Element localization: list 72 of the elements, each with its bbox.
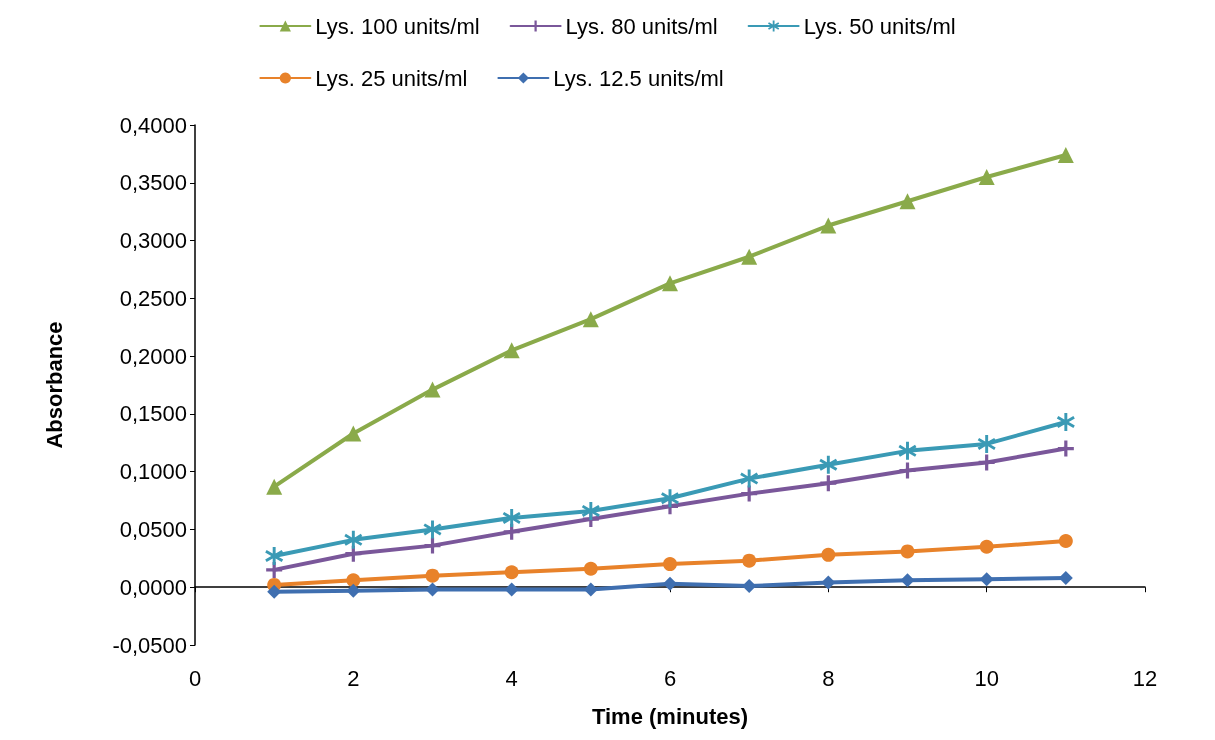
point xyxy=(503,342,520,359)
point xyxy=(742,553,757,568)
point xyxy=(819,455,838,474)
x-tick-label: 4 xyxy=(505,665,518,691)
point xyxy=(663,557,677,572)
point xyxy=(425,568,440,583)
point xyxy=(899,462,916,479)
point xyxy=(1058,534,1073,548)
x-tick-label: 10 xyxy=(974,665,999,691)
y-tick-label: 0,0000 xyxy=(119,574,187,600)
point xyxy=(979,539,994,554)
point xyxy=(661,489,679,508)
y-tick-label: 0,0500 xyxy=(119,516,187,542)
point xyxy=(821,575,836,590)
point xyxy=(900,544,915,559)
point xyxy=(979,572,994,587)
point xyxy=(742,579,757,594)
point xyxy=(425,582,440,597)
point xyxy=(582,311,599,328)
point xyxy=(424,537,441,554)
point xyxy=(978,169,995,185)
point xyxy=(267,584,282,599)
y-tick-label: 0,4000 xyxy=(119,112,187,138)
y-axis-title: Absorbance xyxy=(41,321,67,449)
point xyxy=(978,454,995,471)
point xyxy=(345,425,362,442)
x-tick-label: 8 xyxy=(822,665,835,691)
point xyxy=(581,501,600,520)
point xyxy=(502,508,521,527)
point xyxy=(1058,570,1073,585)
point xyxy=(346,583,361,598)
legend-label: Lys. 80 units/ml xyxy=(565,13,718,39)
point xyxy=(583,561,598,576)
point xyxy=(977,434,996,453)
point xyxy=(1057,147,1074,164)
legend-label: Lys. 50 units/ml xyxy=(803,13,956,39)
legend-label: Lys. 100 units/ml xyxy=(315,13,480,39)
point xyxy=(663,576,677,591)
point xyxy=(820,475,837,492)
y-tick-label: 0,3000 xyxy=(119,228,187,254)
x-tick-label: 12 xyxy=(1132,665,1158,691)
point xyxy=(583,582,598,597)
x-tick-label: 0 xyxy=(188,665,202,691)
x-tick-label: 2 xyxy=(347,665,360,691)
point xyxy=(740,469,759,488)
point xyxy=(346,573,361,588)
point xyxy=(504,582,519,597)
point xyxy=(821,547,836,562)
y-tick-label: 0,2500 xyxy=(119,285,187,311)
y-tick-label: 0,2000 xyxy=(119,343,187,369)
point xyxy=(662,275,678,292)
legend-label: Lys. 12.5 units/ml xyxy=(553,65,724,91)
point xyxy=(741,248,758,265)
point xyxy=(900,573,915,588)
point xyxy=(898,441,917,460)
point xyxy=(424,381,441,398)
y-tick-label: 0,1500 xyxy=(119,401,187,427)
point xyxy=(344,530,363,549)
point xyxy=(265,547,284,566)
x-axis-title: Time (minutes) xyxy=(591,703,749,729)
y-tick-label: 0,1000 xyxy=(119,459,187,485)
point xyxy=(899,193,916,210)
legend-label: Lys. 25 units/ml xyxy=(315,65,468,91)
y-tick-label: 0,3500 xyxy=(119,170,187,196)
x-tick-label: 6 xyxy=(663,665,677,691)
point xyxy=(423,520,442,539)
point xyxy=(820,217,837,234)
point xyxy=(504,565,519,580)
point xyxy=(266,478,283,495)
point xyxy=(1057,440,1074,457)
point xyxy=(1056,412,1075,431)
y-tick-label: -0,0500 xyxy=(112,632,187,658)
